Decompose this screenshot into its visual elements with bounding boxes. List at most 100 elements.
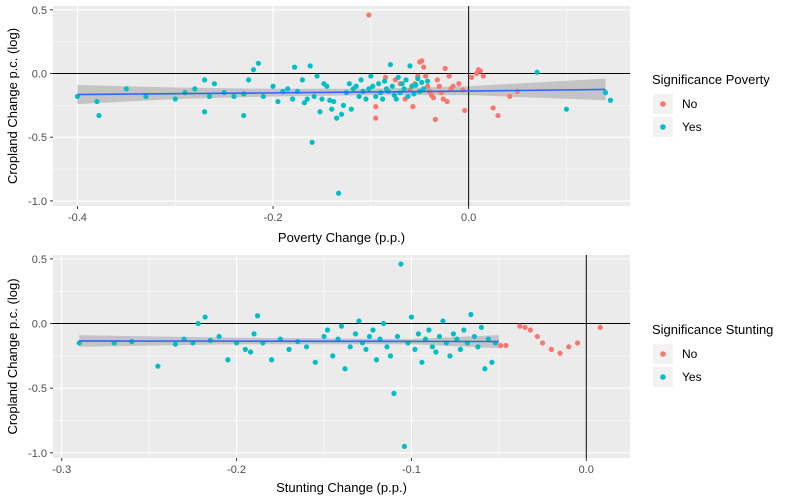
stunting-point-yes [312,359,318,365]
poverty-point-no [462,107,468,114]
poverty-point-yes [241,112,247,119]
stunting-point-yes [363,346,369,352]
poverty-legend-label-yes: Yes [682,120,702,134]
stunting-point-no [574,340,581,346]
poverty-point-yes [301,100,307,106]
stunting-point-yes [380,320,387,327]
poverty-point-yes [607,97,614,103]
poverty-point-no [514,88,521,94]
poverty-point-yes [401,86,407,92]
poverty-point-yes [413,82,419,88]
stunting-point-yes [450,331,457,337]
poverty-fit-line [77,88,606,96]
poverty-point-yes [407,63,413,69]
stunting-point-no [566,344,572,350]
stunting-point-yes [352,331,359,337]
poverty-point-yes [391,92,397,98]
stunting-legend-label-no: No [682,347,698,361]
stunting-legend-dot-yes [660,374,666,380]
stunting-point-no [597,324,603,331]
poverty-point-yes [534,69,540,75]
poverty-point-yes [424,78,431,84]
poverty-point-yes [250,67,257,73]
poverty-point-no [373,104,379,110]
stunting-chart: -0.3 -0.2 -0.1 0.0 0.5 0.0 -0.5 -1.0 Stunting C… [5,254,773,495]
stunting-point-yes [454,336,460,342]
poverty-point-yes [356,93,362,100]
stunting-point-yes [391,390,397,396]
stunting-point-yes [303,344,310,350]
poverty-point-yes [363,96,369,102]
poverty-point-no [450,83,456,89]
stunting-point-yes [461,327,467,333]
stunting-y-tick-label: 0.0 [32,319,47,331]
poverty-point-yes [602,90,609,96]
poverty-point-yes [182,90,188,96]
poverty-point-yes [381,78,388,84]
stunting-point-no [522,324,528,331]
poverty-x-tick-label: -0.2 [264,212,283,224]
poverty-point-yes [405,93,411,100]
poverty-point-yes [340,102,347,108]
stunting-point-yes [478,324,484,331]
poverty-point-no [434,77,440,83]
stunting-plot-panel [53,255,630,458]
poverty-point-yes [409,83,415,89]
poverty-point-yes [395,74,401,80]
poverty-point-yes [275,98,281,105]
poverty-point-yes [379,96,386,102]
poverty-point-yes [403,77,409,83]
poverty-point-no [490,105,496,111]
stunting-point-no [534,333,540,340]
stunting-point-yes [321,333,327,340]
poverty-point-yes [373,93,379,100]
stunting-y-tick-label: -1.0 [28,448,47,460]
poverty-fit-line-path [77,88,606,96]
stunting-axis-ticks: -0.3 -0.2 -0.1 0.0 0.5 0.0 -0.5 -1.0 [28,254,594,476]
poverty-point-yes [319,96,325,102]
poverty-point-yes [211,81,217,87]
poverty-point-yes [192,86,198,92]
poverty-point-yes [299,77,305,83]
stunting-x-tick-label: -0.2 [227,464,246,476]
poverty-point-yes [94,98,100,105]
poverty-point-yes [329,106,335,112]
stunting-x-tick-label: -0.1 [402,464,421,476]
stunting-point-yes [415,331,422,337]
poverty-point-yes [270,83,276,89]
poverty-point-no [410,104,416,110]
poverty-point-yes [334,115,340,121]
poverty-point-no [442,65,448,72]
stunting-point-yes [338,323,345,329]
stunting-point-yes [202,314,208,320]
poverty-point-yes [172,96,178,102]
stunting-point-yes [242,346,248,352]
stunting-point-yes [155,363,161,369]
poverty-point-no [507,93,513,100]
stunting-point-yes [370,327,376,333]
stunting-fit-line [79,340,499,343]
poverty-point-yes [393,96,399,102]
poverty-point-yes [309,139,315,145]
poverty-legend-label-no: No [682,97,698,111]
stunting-point-yes [377,336,383,342]
poverty-point-yes [304,96,310,102]
stunting-point-yes [247,349,254,355]
poverty-point-yes [317,109,323,115]
poverty-point-no [444,98,450,105]
poverty-point-no [436,83,442,89]
poverty-point-yes [255,60,261,66]
poverty-point-no [419,58,425,64]
poverty-point-yes [348,106,354,112]
stunting-point-yes [401,443,408,449]
stunting-point-yes [342,366,348,372]
poverty-point-yes [291,64,298,70]
poverty-legend-dot-yes [660,124,666,130]
poverty-reference-lines [53,6,630,206]
poverty-point-no [424,83,431,89]
stunting-point-yes [394,333,401,340]
stunting-y-tick-label: 0.5 [32,254,47,266]
stunting-point-yes [485,336,491,342]
poverty-point-no [421,64,427,70]
